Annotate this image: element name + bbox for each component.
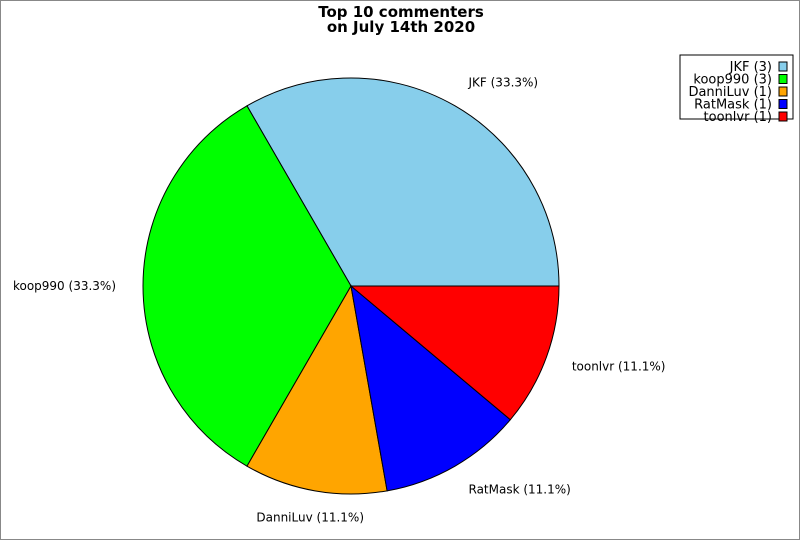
slice-label-koop990: koop990 (33.3%) — [13, 279, 116, 293]
slice-label-toonlvr: toonlvr (11.1%) — [572, 359, 666, 373]
chart-title-line-1: Top 10 commenters — [318, 3, 484, 21]
legend-swatch-jkf — [778, 61, 788, 72]
pie-slice-toonlvr — [349, 285, 560, 421]
legend-label-koop990: koop990 (3) — [693, 73, 772, 88]
legend-swatch-toonlvr — [778, 111, 788, 122]
legend-swatch-koop990 — [778, 74, 788, 84]
pie-slice-ratmask — [350, 284, 512, 492]
pie-slice-danniluv — [246, 284, 388, 495]
legend-label-toonlvr: toonlvr (1) — [704, 110, 772, 125]
legend-label-danniluv: DanniLuv (1) — [688, 85, 772, 100]
slice-label-ratmask: RatMask (11.1%) — [469, 483, 571, 497]
legend-label-jkf: JKF (3) — [729, 60, 772, 75]
slice-label-jkf: JKF (33.3%) — [468, 75, 539, 89]
legend-swatch-ratmask — [778, 99, 788, 109]
chart-title-line-2: on July 14th 2020 — [327, 18, 475, 36]
slice-label-danniluv: DanniLuv (11.1%) — [256, 510, 364, 524]
legend-box — [679, 54, 794, 120]
legend-swatch-danniluv — [778, 86, 788, 97]
legend-label-ratmask: RatMask (1) — [694, 98, 772, 113]
pie-slice-jkf — [246, 77, 560, 287]
pie-slice-koop990 — [142, 105, 352, 467]
